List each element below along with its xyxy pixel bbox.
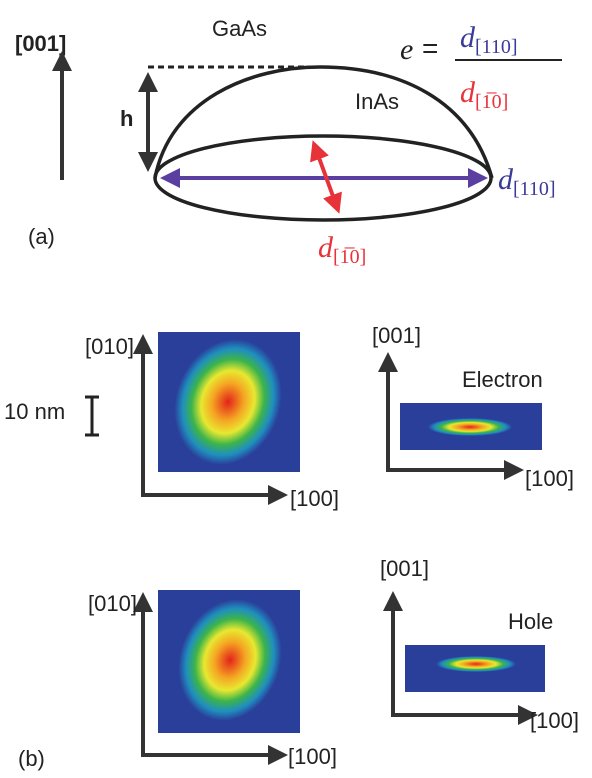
- density: [436, 656, 516, 672]
- height-label: h: [120, 106, 133, 131]
- formula-lhs: e: [400, 33, 413, 66]
- panel-label: (b): [18, 746, 45, 771]
- formula-eq: =: [422, 32, 438, 63]
- axis-label: [001]: [372, 323, 421, 348]
- axis-label: [100]: [290, 486, 339, 511]
- axis-label: [001]: [15, 31, 66, 56]
- scale-label: 10 nm: [4, 399, 65, 424]
- matrix-label: GaAs: [212, 16, 267, 41]
- scale-bar: [85, 397, 99, 435]
- axis-label: [100]: [530, 708, 579, 733]
- figure: [001] GaAs h InAs d[110] d[1̅0] e = d[11…: [0, 0, 592, 778]
- carrier-label: Electron: [462, 367, 543, 392]
- formula-denominator: d[1̅0]: [460, 76, 508, 113]
- axis-label: [100]: [525, 466, 574, 491]
- d1bar10-label: d[1̅0]: [318, 231, 366, 268]
- formula-numerator: d[110]: [460, 21, 518, 58]
- axis-label: [001]: [380, 556, 429, 581]
- dome: [155, 67, 492, 178]
- axis-label: [010]: [85, 334, 134, 359]
- axis-label: [010]: [88, 591, 137, 616]
- dot-label: InAs: [355, 89, 399, 114]
- density: [428, 418, 512, 436]
- carrier-label: Hole: [508, 609, 553, 634]
- panel-label: (a): [28, 224, 55, 249]
- axis-label: [100]: [288, 744, 337, 769]
- d110-label: d[110]: [498, 163, 556, 200]
